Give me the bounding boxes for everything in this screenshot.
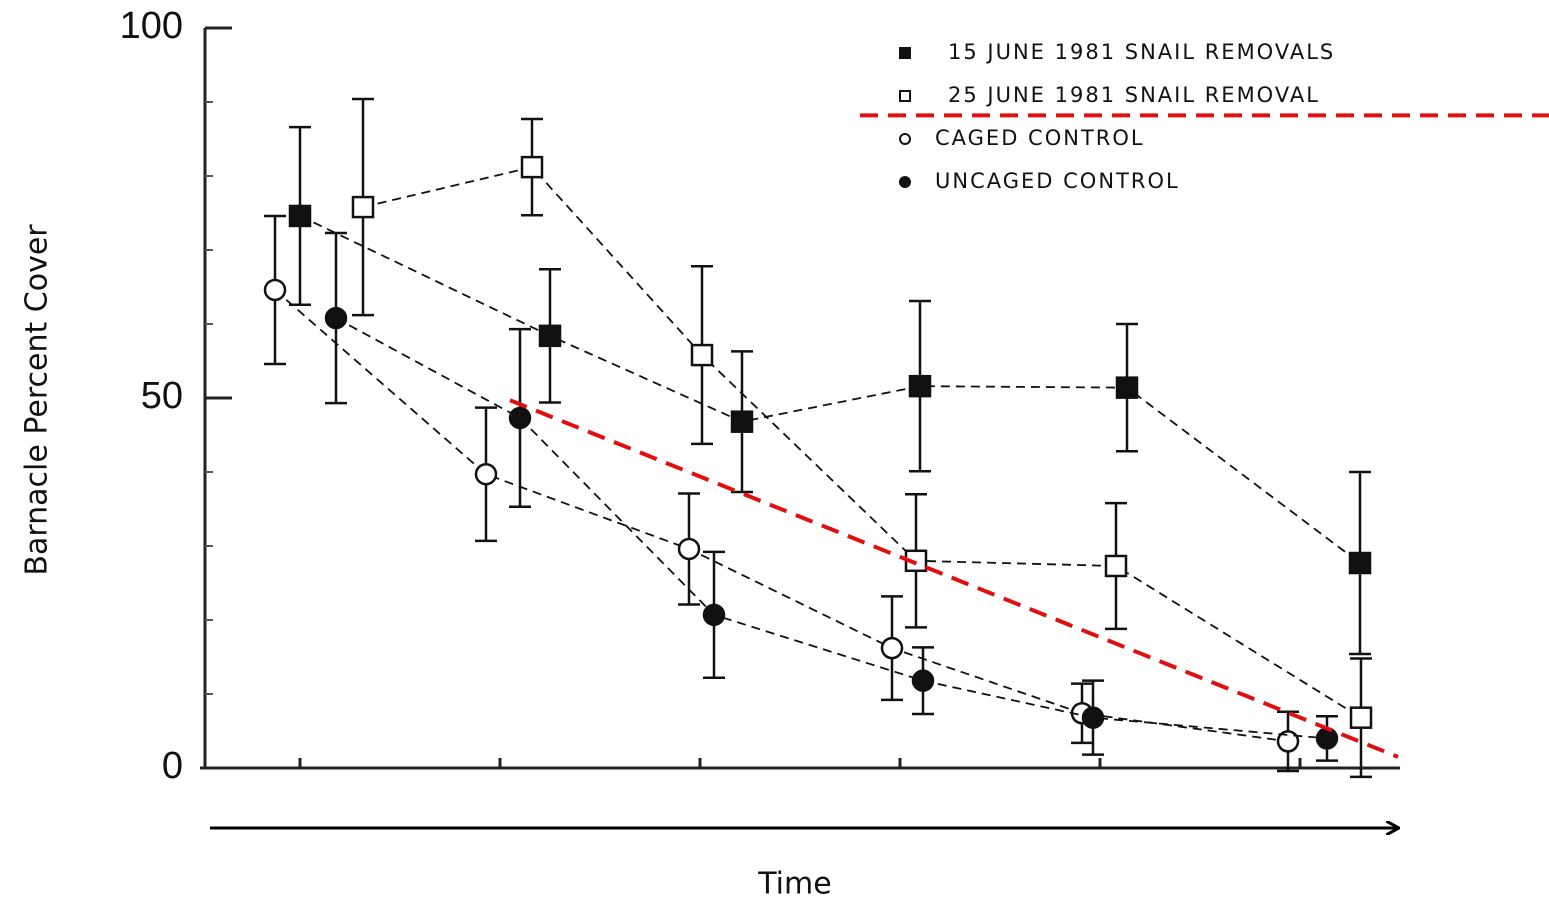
data-point (324, 306, 348, 330)
data-point (1081, 706, 1105, 729)
legend-marker (899, 47, 911, 59)
data-point (1315, 727, 1339, 750)
legend-label: UNCAGED CONTROL (935, 169, 1180, 193)
data-point (1276, 730, 1300, 753)
x-axis-label: Time (757, 867, 831, 902)
legend-marker (899, 90, 911, 102)
data-point (351, 195, 375, 219)
y-axis-label: Barnacle Percent Cover (20, 224, 55, 576)
data-point (1115, 376, 1139, 399)
reference-line (509, 398, 1399, 759)
data-point (908, 374, 932, 398)
legend-marker (899, 133, 911, 145)
data-point (508, 406, 532, 430)
y-tick-label: 100 (120, 5, 183, 47)
legend-label: 15 JUNE 1981 SNAIL REMOVALS (948, 40, 1335, 64)
data-point (1104, 554, 1128, 578)
data-point (880, 636, 904, 660)
data-point (690, 343, 714, 367)
legend-label: 25 JUNE 1981 SNAIL REMOVAL (948, 83, 1320, 107)
data-point (263, 278, 287, 302)
legend-marker (899, 176, 911, 188)
series-line (335, 317, 1328, 740)
series-line (299, 215, 1361, 564)
y-tick-label: 0 (162, 745, 183, 787)
data-point (474, 462, 498, 486)
series-line (274, 289, 1289, 743)
data-point (538, 324, 562, 348)
y-tick-label: 50 (141, 375, 183, 417)
data-point (730, 410, 754, 433)
data-point (911, 669, 935, 692)
legend-label: CAGED CONTROL (935, 126, 1145, 150)
data-point (288, 204, 312, 228)
data-point (702, 603, 726, 627)
data-point (677, 537, 701, 561)
series-line (362, 166, 1362, 719)
data-point (1349, 706, 1373, 729)
data-point (520, 155, 544, 179)
data-point (1348, 551, 1372, 575)
